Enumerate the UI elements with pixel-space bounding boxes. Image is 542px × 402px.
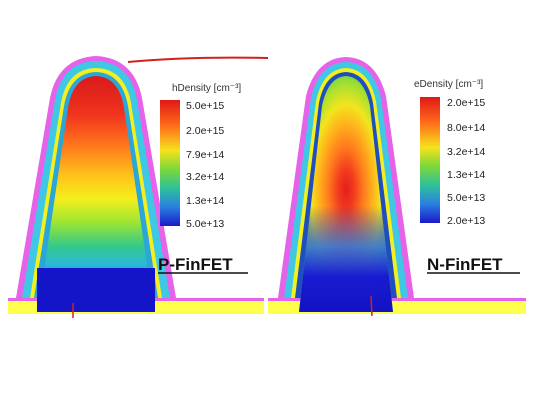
- legend-tick: 3.2e+14: [447, 146, 485, 158]
- legend-colorbar: [420, 97, 440, 223]
- legend-tick: 3.2e+14: [186, 171, 224, 183]
- legend-title: eDensity [cm⁻³]: [414, 79, 483, 90]
- legend-tick: 5.0e+13: [447, 192, 485, 204]
- hole-density-map: [38, 76, 154, 312]
- legend-tick: 1.3e+14: [447, 169, 485, 181]
- legend-tick: 1.3e+14: [186, 195, 224, 207]
- p-finfet-panel: hDensity [cm⁻³] 5.0e+15 2.0e+15 7.9e+14 …: [8, 56, 264, 318]
- low-density-base: [37, 268, 155, 312]
- legend-tick: 2.0e+15: [447, 97, 485, 109]
- device-label: N-FinFET: [427, 255, 503, 274]
- n-finfet-panel: eDensity [cm⁻³] 2.0e+15 8.0e+14 3.2e+14 …: [268, 57, 526, 317]
- legend-title: hDensity [cm⁻³]: [172, 83, 241, 94]
- legend-tick: 7.9e+14: [186, 149, 224, 161]
- legend-tick: 5.0e+13: [186, 218, 224, 230]
- device-label: P-FinFET: [158, 255, 233, 274]
- electron-density-base: [299, 76, 393, 312]
- pen-scribble-mark: [127, 56, 269, 63]
- legend-tick: 8.0e+14: [447, 122, 485, 134]
- legend-tick: 5.0e+15: [186, 100, 224, 112]
- legend-colorbar: [160, 100, 180, 226]
- legend-tick: 2.0e+13: [447, 215, 485, 227]
- substrate-edge: [268, 298, 526, 301]
- pen-tick-mark: [370, 295, 373, 317]
- legend-tick: 2.0e+15: [186, 125, 224, 137]
